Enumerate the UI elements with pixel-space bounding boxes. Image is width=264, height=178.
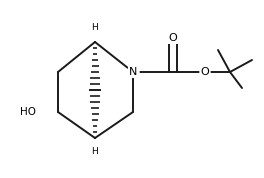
Text: N: N — [129, 67, 137, 77]
Text: HO: HO — [20, 107, 36, 117]
Text: H: H — [92, 23, 98, 33]
Text: H: H — [92, 148, 98, 156]
Text: O: O — [201, 67, 209, 77]
Ellipse shape — [127, 67, 139, 77]
Ellipse shape — [17, 107, 39, 117]
Text: O: O — [169, 33, 177, 43]
Ellipse shape — [91, 24, 99, 32]
Ellipse shape — [168, 33, 178, 43]
Ellipse shape — [91, 148, 99, 156]
Ellipse shape — [200, 67, 210, 77]
